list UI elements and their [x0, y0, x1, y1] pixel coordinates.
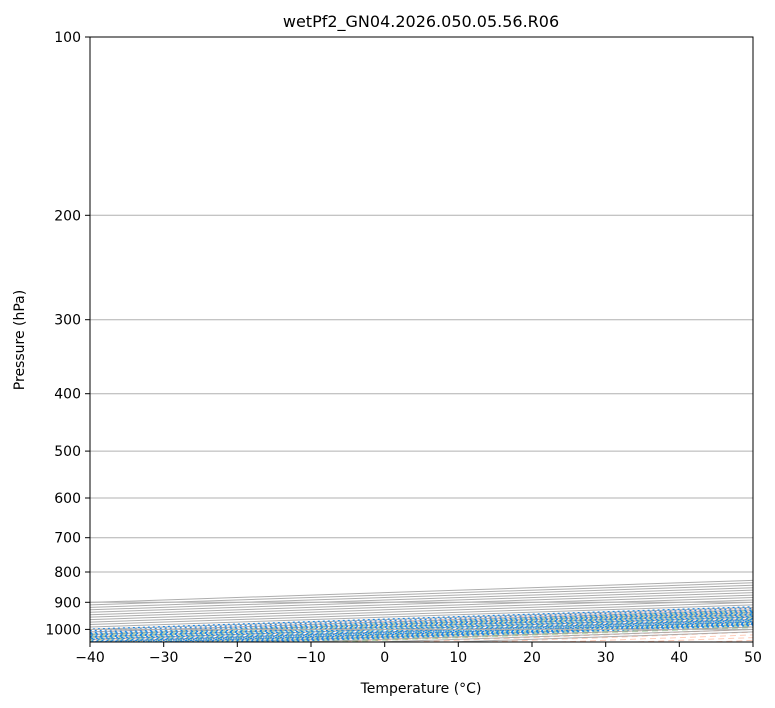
- mixing-ratio-line: [90, 606, 753, 630]
- x-axis-label: Temperature (°C): [360, 681, 482, 697]
- y-tick-label: 400: [54, 387, 81, 403]
- x-tick-label: 50: [744, 650, 762, 666]
- pressure-gridlines: [90, 37, 753, 630]
- x-axis-ticks: −40 −30 −20 −10 0 10 20 30 40 50: [75, 642, 762, 666]
- y-tick-label: 300: [54, 313, 81, 329]
- y-axis-ticks: 100 200 300 400 500 600 700 800 900 1000: [45, 30, 90, 638]
- x-tick-label: −30: [149, 650, 179, 666]
- plot-frame: [89, 36, 754, 643]
- y-tick-label: 800: [54, 565, 81, 581]
- x-tick-label: −40: [75, 650, 105, 666]
- y-tick-label: 600: [54, 491, 81, 507]
- mixing-ratio-line: [90, 614, 753, 638]
- x-tick-label: 10: [449, 650, 467, 666]
- x-tick-label: 20: [523, 650, 541, 666]
- y-tick-label: 1000: [45, 622, 81, 638]
- x-tick-label: 40: [670, 650, 688, 666]
- y-tick-label: 700: [54, 531, 81, 547]
- y-tick-label: 500: [54, 444, 81, 460]
- x-tick-label: −10: [296, 650, 326, 666]
- mixing-ratio-line: [90, 616, 753, 641]
- chart-title: wetPf2_GN04.2026.050.05.56.R06: [283, 12, 559, 32]
- y-tick-label: 900: [54, 595, 81, 611]
- y-tick-label: 200: [54, 208, 81, 224]
- y-tick-label: 100: [54, 30, 81, 46]
- plot-background: [90, 37, 753, 642]
- x-tick-label: −20: [223, 650, 253, 666]
- x-tick-label: 30: [597, 650, 615, 666]
- y-axis-label: Pressure (hPa): [12, 290, 28, 390]
- x-tick-label: 0: [380, 650, 389, 666]
- background-lines: [90, 579, 753, 642]
